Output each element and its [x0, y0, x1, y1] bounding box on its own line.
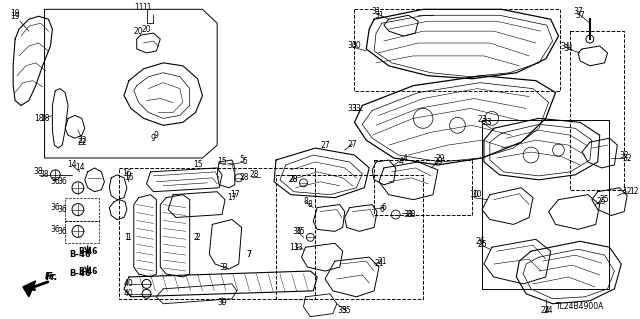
Text: 33: 33 [348, 104, 357, 113]
Text: 21: 21 [377, 256, 387, 266]
Text: 3: 3 [223, 263, 227, 271]
Text: 30: 30 [348, 41, 357, 49]
Text: 5: 5 [242, 158, 247, 167]
Text: 20: 20 [141, 25, 152, 33]
Text: 23: 23 [482, 118, 492, 127]
Text: 17: 17 [230, 190, 239, 199]
Text: 36: 36 [51, 177, 60, 186]
Text: 8: 8 [308, 200, 313, 209]
Text: 29: 29 [436, 153, 445, 162]
Text: 34: 34 [561, 42, 570, 51]
Text: 40: 40 [124, 279, 134, 288]
Text: 11: 11 [142, 3, 151, 12]
Text: 32: 32 [620, 151, 629, 160]
Text: 17: 17 [227, 193, 237, 202]
Text: 14: 14 [67, 160, 77, 169]
Text: TL24B4900A: TL24B4900A [556, 302, 604, 311]
Text: 23: 23 [477, 115, 487, 124]
Text: B-46: B-46 [69, 270, 91, 278]
Text: 3: 3 [220, 263, 225, 271]
Text: 13: 13 [292, 243, 303, 252]
Text: 5: 5 [239, 154, 244, 164]
Text: 28: 28 [289, 175, 298, 184]
Text: Fr.: Fr. [46, 272, 59, 282]
Text: 35: 35 [296, 227, 305, 236]
Text: 2: 2 [195, 233, 200, 242]
Text: 25: 25 [600, 195, 609, 204]
Text: 36: 36 [58, 177, 67, 186]
Text: 35: 35 [338, 306, 348, 315]
Text: 1: 1 [127, 233, 131, 242]
Text: 9: 9 [151, 134, 156, 143]
Text: 21: 21 [374, 259, 384, 268]
Text: 18: 18 [34, 114, 44, 123]
Text: 7: 7 [246, 250, 251, 259]
Polygon shape [23, 281, 36, 297]
Text: 35: 35 [292, 227, 303, 236]
Text: 28: 28 [250, 170, 259, 179]
Text: 36: 36 [51, 225, 60, 234]
Text: 24: 24 [541, 306, 550, 315]
Text: 6: 6 [381, 203, 387, 212]
Text: 11: 11 [134, 3, 143, 12]
Text: 34: 34 [563, 44, 573, 54]
Text: 26: 26 [477, 240, 487, 249]
Text: 19: 19 [10, 12, 20, 21]
Text: 1: 1 [125, 233, 129, 242]
Text: 29: 29 [433, 158, 443, 167]
Text: 32: 32 [622, 153, 632, 162]
Text: 15: 15 [217, 158, 227, 167]
Text: 12: 12 [622, 187, 632, 196]
Text: 22: 22 [77, 136, 86, 145]
Text: 8: 8 [303, 197, 308, 206]
Text: B-46: B-46 [78, 266, 97, 276]
Text: 38: 38 [34, 167, 44, 176]
Text: 37: 37 [573, 7, 583, 16]
Text: 31: 31 [371, 7, 381, 16]
Text: 22: 22 [77, 138, 86, 147]
Text: 26: 26 [476, 237, 485, 246]
Text: 12: 12 [629, 187, 639, 196]
Text: 13: 13 [289, 243, 298, 252]
Text: 30: 30 [351, 41, 362, 50]
Text: 10: 10 [472, 190, 482, 199]
Text: 36: 36 [51, 203, 60, 212]
Text: 24: 24 [544, 306, 554, 315]
Text: 40: 40 [124, 289, 134, 298]
Text: 28: 28 [289, 175, 298, 184]
Text: 2: 2 [193, 233, 198, 242]
Text: 25: 25 [597, 197, 607, 206]
Text: 16: 16 [124, 173, 134, 182]
Text: B-46: B-46 [78, 247, 97, 256]
Text: 31: 31 [374, 11, 384, 20]
Text: 38: 38 [404, 210, 413, 219]
Text: 7: 7 [246, 250, 251, 259]
Text: 38: 38 [406, 210, 416, 219]
Text: 37: 37 [575, 11, 585, 20]
Text: 14: 14 [75, 163, 84, 173]
Text: 20: 20 [134, 26, 143, 36]
Text: B-46: B-46 [69, 250, 91, 259]
Text: 4: 4 [403, 153, 408, 162]
Text: 6: 6 [380, 205, 385, 214]
Text: 16: 16 [122, 169, 132, 178]
Text: 27: 27 [320, 141, 330, 150]
Text: 36: 36 [58, 227, 67, 236]
Text: 36: 36 [58, 205, 67, 214]
Text: 9: 9 [154, 131, 159, 140]
Text: 39: 39 [217, 298, 227, 307]
Text: 33: 33 [351, 104, 362, 113]
Text: 27: 27 [348, 140, 357, 149]
Text: Fr.: Fr. [45, 272, 56, 281]
Text: 38: 38 [40, 170, 49, 179]
Text: 15: 15 [193, 160, 202, 169]
Text: 35: 35 [342, 306, 351, 315]
Text: 18: 18 [40, 114, 49, 123]
Text: 19: 19 [10, 9, 20, 18]
Text: 4: 4 [399, 158, 404, 167]
Text: 10: 10 [469, 190, 479, 199]
Text: 28: 28 [240, 173, 250, 182]
